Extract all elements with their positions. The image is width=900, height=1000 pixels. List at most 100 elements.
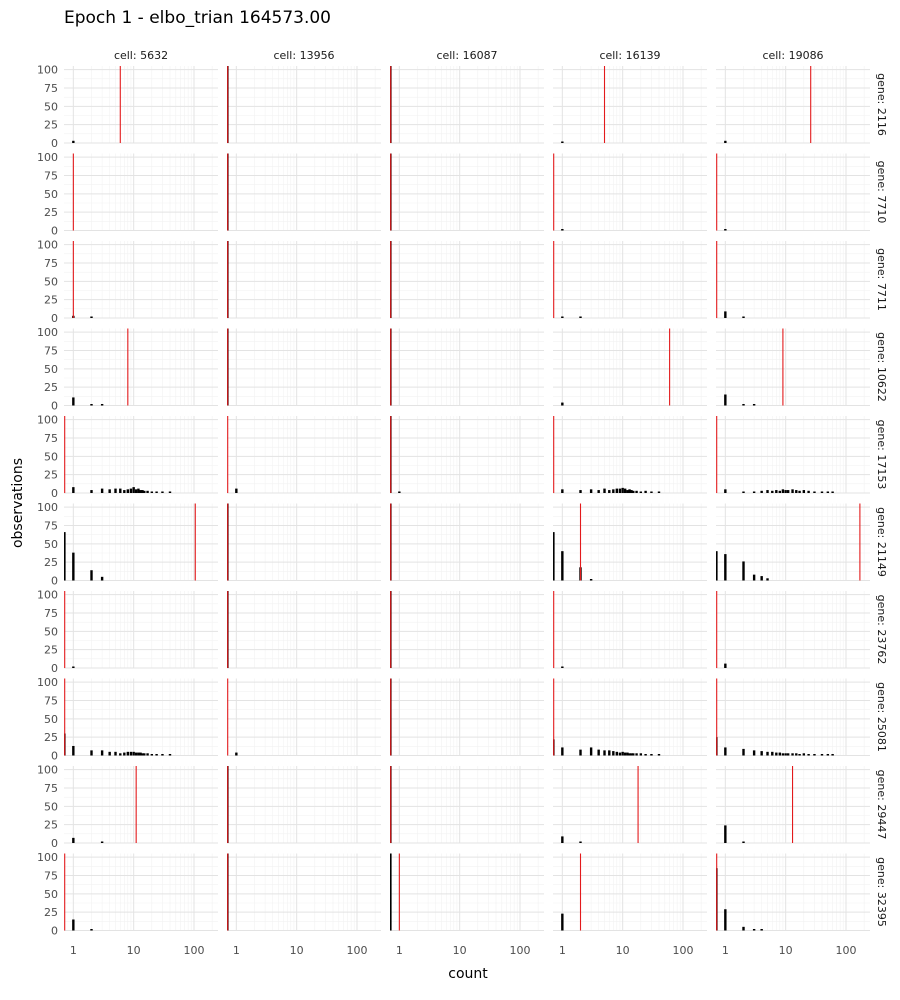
- facet-panel: [716, 241, 870, 319]
- y-tick-label: 0: [51, 837, 58, 850]
- facet-panel: [390, 66, 544, 144]
- histogram-bar: [623, 752, 627, 756]
- x-tick-label: 1: [233, 944, 240, 957]
- histogram-bar: [831, 754, 834, 756]
- row-facet-label: gene: 7711: [875, 248, 888, 311]
- x-tick-label: 10: [616, 944, 630, 957]
- histogram-bar: [781, 489, 785, 493]
- histogram-bar: [589, 489, 593, 493]
- x-tick-label: 10: [290, 944, 304, 957]
- histogram-bar: [786, 490, 790, 493]
- histogram-bar: [775, 752, 778, 756]
- histogram-bar: [100, 576, 104, 581]
- y-axis-tick-labels: 0255075100025507510002550751000255075100…: [37, 64, 58, 938]
- facet-panel: [64, 328, 218, 406]
- histogram-bar: [820, 754, 824, 756]
- histogram-bar: [615, 488, 619, 493]
- y-tick-label: 100: [37, 64, 58, 77]
- facet-panel: [716, 678, 870, 756]
- facet-panel: [227, 853, 381, 931]
- histogram-bar: [141, 490, 144, 493]
- y-tick-label: 25: [44, 731, 58, 744]
- histogram-bar: [100, 404, 104, 406]
- histogram-bar: [114, 751, 117, 756]
- histogram-bar: [621, 751, 624, 756]
- facet-panel: [64, 853, 218, 931]
- facet-panels: [64, 66, 870, 931]
- x-tick-label: 1: [396, 944, 403, 957]
- facet-panel: [716, 66, 870, 144]
- histogram-bar: [150, 754, 154, 756]
- y-tick-label: 0: [51, 662, 58, 675]
- histogram-bar: [650, 491, 653, 493]
- histogram-bar: [644, 490, 647, 493]
- y-tick-label: 100: [37, 764, 58, 777]
- facet-panel: [227, 766, 381, 844]
- histogram-bar: [639, 753, 643, 756]
- y-tick-label: 25: [44, 556, 58, 569]
- histogram-bar: [639, 491, 643, 493]
- histogram-bar: [630, 490, 633, 493]
- histogram-bar: [561, 551, 564, 581]
- histogram-bar: [618, 488, 622, 493]
- histogram-bar: [139, 490, 142, 493]
- facet-panel: [64, 153, 218, 231]
- facet-panel: [227, 416, 381, 494]
- y-tick-label: 25: [44, 381, 58, 394]
- histogram-bar: [766, 751, 769, 756]
- facet-panel: [64, 416, 218, 494]
- facet-panel: [64, 766, 218, 844]
- y-tick-label: 0: [51, 487, 58, 500]
- histogram-bar: [168, 754, 172, 756]
- y-tick-label: 75: [44, 695, 58, 708]
- facet-panel: [553, 591, 707, 669]
- y-tick-label: 0: [51, 312, 58, 325]
- y-tick-label: 50: [44, 450, 58, 463]
- row-facet-label: gene: 10622: [875, 332, 888, 402]
- row-facet-label: gene: 25081: [875, 682, 888, 752]
- histogram-bar: [129, 488, 133, 493]
- histogram-bar: [724, 394, 727, 406]
- histogram-bar: [108, 751, 111, 756]
- histogram-bar: [123, 490, 126, 493]
- histogram-bar: [628, 489, 631, 493]
- x-tick-label: 10: [779, 944, 793, 957]
- facet-panel: [553, 766, 707, 844]
- histogram-bar: [579, 841, 582, 843]
- histogram-bar: [132, 751, 135, 756]
- facet-panel: [390, 241, 544, 319]
- histogram-bar: [141, 753, 144, 756]
- y-tick-label: 25: [44, 469, 58, 482]
- histogram-bar: [134, 752, 138, 756]
- y-tick-label: 50: [44, 275, 58, 288]
- histogram-bar: [724, 311, 727, 318]
- histogram-bar: [831, 491, 834, 493]
- histogram-bar: [579, 490, 582, 493]
- histogram-bar: [724, 747, 727, 756]
- histogram-bar: [786, 753, 790, 756]
- facet-panel: [553, 853, 707, 931]
- y-tick-label: 100: [37, 414, 58, 427]
- histogram-bar: [724, 140, 727, 143]
- histogram-bar: [72, 552, 75, 581]
- facet-panel: [553, 241, 707, 319]
- histogram-bar: [826, 491, 830, 493]
- x-tick-label: 100: [183, 944, 204, 957]
- histogram-bar: [798, 754, 801, 756]
- histogram-bar: [150, 491, 154, 493]
- x-tick-label: 100: [346, 944, 367, 957]
- histogram-bar: [143, 490, 146, 493]
- facet-panel: [553, 328, 707, 406]
- x-tick-label: 100: [835, 944, 856, 957]
- histogram-bar: [90, 316, 93, 318]
- histogram-bar: [134, 489, 138, 493]
- histogram-bar: [621, 487, 624, 493]
- histogram-bar: [615, 751, 619, 756]
- y-tick-label: 0: [51, 925, 58, 938]
- histogram-bar: [72, 397, 75, 406]
- histogram-bar: [626, 490, 629, 493]
- row-facet-label: gene: 29447: [875, 770, 888, 840]
- facet-panel: [390, 328, 544, 406]
- row-facet-label: gene: 2116: [875, 73, 888, 136]
- histogram-bar: [791, 753, 794, 756]
